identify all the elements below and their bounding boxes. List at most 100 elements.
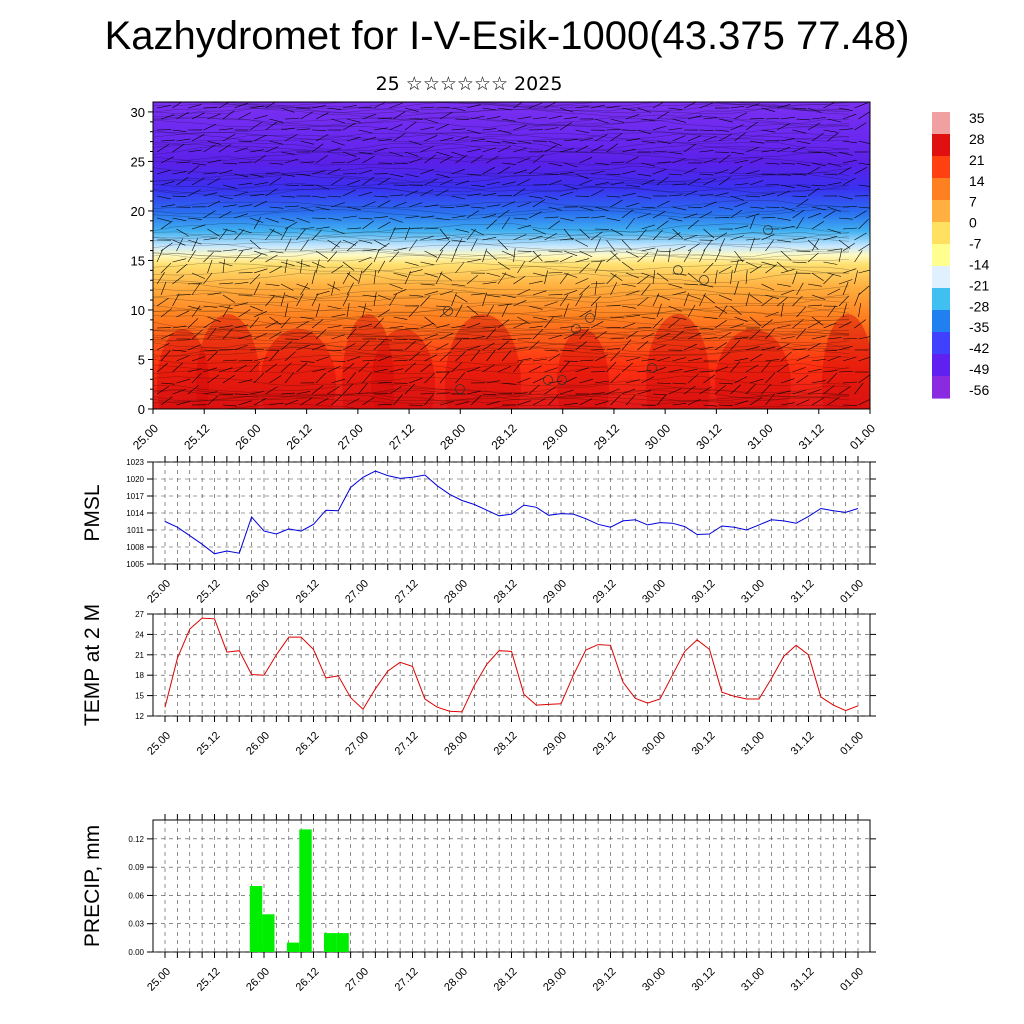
wind-barb <box>606 143 618 153</box>
wind-barb <box>637 296 649 307</box>
wind-barb <box>377 242 390 252</box>
wind-barb <box>424 204 439 208</box>
wind-barb <box>683 102 697 109</box>
wind-barb <box>470 206 485 209</box>
wind-barb <box>218 195 233 200</box>
wind-barb <box>687 243 700 252</box>
x-tick-label: 31.00 <box>739 730 767 758</box>
wind-barb <box>389 326 404 329</box>
wind-barb <box>176 177 189 186</box>
colorbar-swatch <box>932 321 950 333</box>
wind-barb <box>559 389 574 395</box>
wind-barb <box>528 384 540 395</box>
wind-barb <box>652 344 667 351</box>
wind-barb <box>470 138 485 142</box>
wind-barb <box>265 363 278 373</box>
wind-barb <box>544 367 558 373</box>
contour-line <box>153 223 850 234</box>
wind-barb <box>269 206 284 209</box>
wind-barb <box>796 355 810 362</box>
wind-barb <box>408 227 424 230</box>
x-tick-label: 31.12 <box>789 966 817 994</box>
wind-barb <box>331 240 342 252</box>
wind-barb <box>544 145 557 153</box>
y-tick-label: 1020 <box>126 475 144 484</box>
wind-barb <box>482 281 497 285</box>
wind-barb <box>594 206 609 211</box>
wind-barb <box>156 195 171 200</box>
wind-barb <box>408 351 420 362</box>
wind-barb <box>811 206 826 211</box>
wind-barb <box>300 111 313 120</box>
wind-barb <box>641 316 656 320</box>
wind-barb <box>455 205 470 208</box>
wind-barb <box>176 401 191 406</box>
wind-barb <box>579 179 593 186</box>
wind-barb <box>579 359 594 362</box>
wind-barb <box>311 344 326 351</box>
wind-barb <box>544 260 559 263</box>
wind-barb <box>156 272 165 285</box>
wind-barb <box>637 369 652 373</box>
wind-barb <box>497 366 511 373</box>
wind-barb <box>730 105 745 109</box>
wind-barb <box>203 367 217 373</box>
wind-barb <box>222 294 235 303</box>
wind-barb <box>807 389 822 395</box>
wind-barb <box>548 220 560 230</box>
wind-barb <box>362 220 374 230</box>
wind-barb <box>637 195 652 199</box>
wind-barb <box>222 228 237 233</box>
wind-barb <box>703 404 718 407</box>
wind-barb <box>563 272 578 278</box>
wind-barb <box>451 283 466 287</box>
wind-barb <box>827 132 839 142</box>
wind-barb <box>652 150 668 153</box>
wind-barb <box>300 259 303 274</box>
wind-barb <box>234 302 249 307</box>
wind-barb <box>265 321 279 329</box>
wind-barb <box>331 314 346 318</box>
contour-line <box>153 322 850 332</box>
wind-barb <box>823 173 838 176</box>
wind-barb <box>172 389 186 395</box>
wind-barb <box>765 206 780 208</box>
wind-barb <box>300 227 315 230</box>
x-tick-label: 29.00 <box>541 578 569 606</box>
wind-barb <box>234 344 248 351</box>
wind-barb <box>389 386 402 395</box>
wind-barb <box>687 135 702 142</box>
colorbar-label: -28 <box>969 298 989 314</box>
contour-line <box>153 341 850 353</box>
wind-barb <box>796 306 807 318</box>
wind-barb <box>641 179 655 186</box>
wind-barb <box>563 303 569 318</box>
contour-line <box>153 116 850 127</box>
wind-barb <box>780 206 795 211</box>
wind-barb <box>187 104 202 109</box>
wind-barb <box>393 133 406 142</box>
wind-barb <box>807 151 823 153</box>
contour-line <box>153 107 850 118</box>
wind-barb <box>404 226 411 241</box>
wind-barb <box>827 272 842 277</box>
wind-barb <box>218 169 233 175</box>
wind-barb <box>641 247 656 252</box>
x-tick-label: 30.12 <box>690 966 718 994</box>
wind-barb <box>776 123 790 131</box>
wind-barb <box>497 392 513 395</box>
wind-barb <box>218 128 233 131</box>
wind-barb <box>238 379 253 384</box>
wind-barb <box>579 328 590 340</box>
wind-barb <box>548 206 563 211</box>
y-tick-label: 12 <box>135 712 144 721</box>
wind-barb <box>559 326 574 329</box>
wind-barb <box>156 144 169 153</box>
warm-core <box>715 329 791 409</box>
wind-barb <box>792 107 807 110</box>
wind-barb <box>838 345 853 351</box>
wind-barb <box>358 256 372 263</box>
wind-barb <box>668 369 683 373</box>
wind-barb <box>734 281 739 296</box>
wind-barb <box>656 272 669 282</box>
